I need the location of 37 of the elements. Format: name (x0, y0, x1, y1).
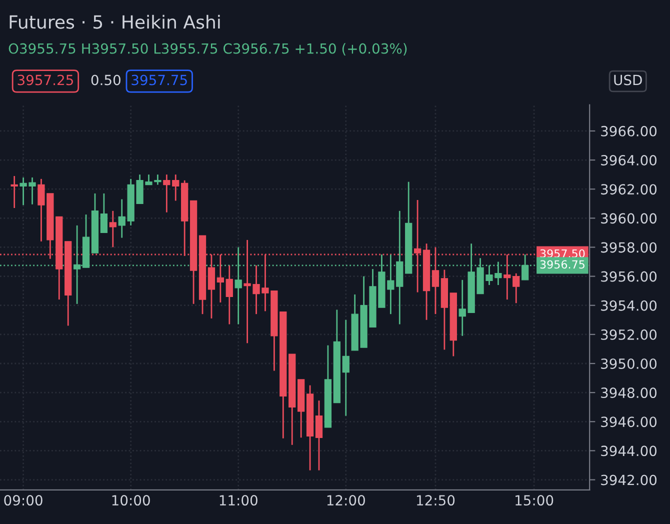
candlestick (100, 192, 108, 234)
candlestick (163, 174, 170, 214)
candlestick (226, 264, 233, 325)
x-tick-label: 10:00 (112, 495, 150, 506)
text: USD (614, 74, 642, 86)
text: 3957.75 (132, 74, 187, 86)
candlestick (109, 210, 116, 248)
text: 0.50 (91, 74, 120, 86)
y-tick-label: 3944.00 (601, 446, 657, 456)
candlestick (172, 174, 180, 202)
y-tick-label: 3946.00 (601, 416, 657, 428)
candlestick (118, 198, 126, 238)
candlestick (342, 319, 350, 417)
y-tick-label: 3960.00 (601, 213, 657, 224)
x-tick-label: 15:00 (516, 495, 554, 506)
y-tick-label: 3948.00 (601, 388, 657, 398)
candlestick (315, 400, 323, 472)
y-tick-label: 3964.00 (601, 154, 657, 166)
x-tick-label: 11:00 (220, 495, 258, 506)
y-tick-label: 3954.00 (601, 300, 657, 311)
y-tick-label: 3962.00 (601, 184, 657, 195)
x-tick-label: 09:00 (4, 495, 42, 506)
y-tick-label: 3956.00 (601, 271, 657, 282)
x-tick-label: 12:50 (416, 495, 455, 506)
chart-subtitle: O3955.75 H3957.50 L3955.75 C3956.75 +1.50 (+0.03%) (8, 43, 407, 56)
y-tick-label: 3958.00 (601, 242, 657, 253)
candlestick (10, 175, 18, 209)
text: 3957.25 (18, 74, 73, 86)
ref-line-label: 3956.75 (540, 260, 584, 269)
x-tick-label: 12:00 (327, 495, 365, 506)
candlestick (512, 272, 520, 304)
y-tick-label: 3950.00 (601, 358, 657, 369)
y-tick-label: 3952.00 (601, 329, 657, 340)
y-tick-label: 3966.00 (601, 126, 657, 136)
ref-line-label: 3957.50 (540, 249, 585, 258)
y-tick-label: 3942.00 (601, 474, 657, 486)
chart-title: Futures · 5 · Heikin Ashi (10, 14, 220, 29)
